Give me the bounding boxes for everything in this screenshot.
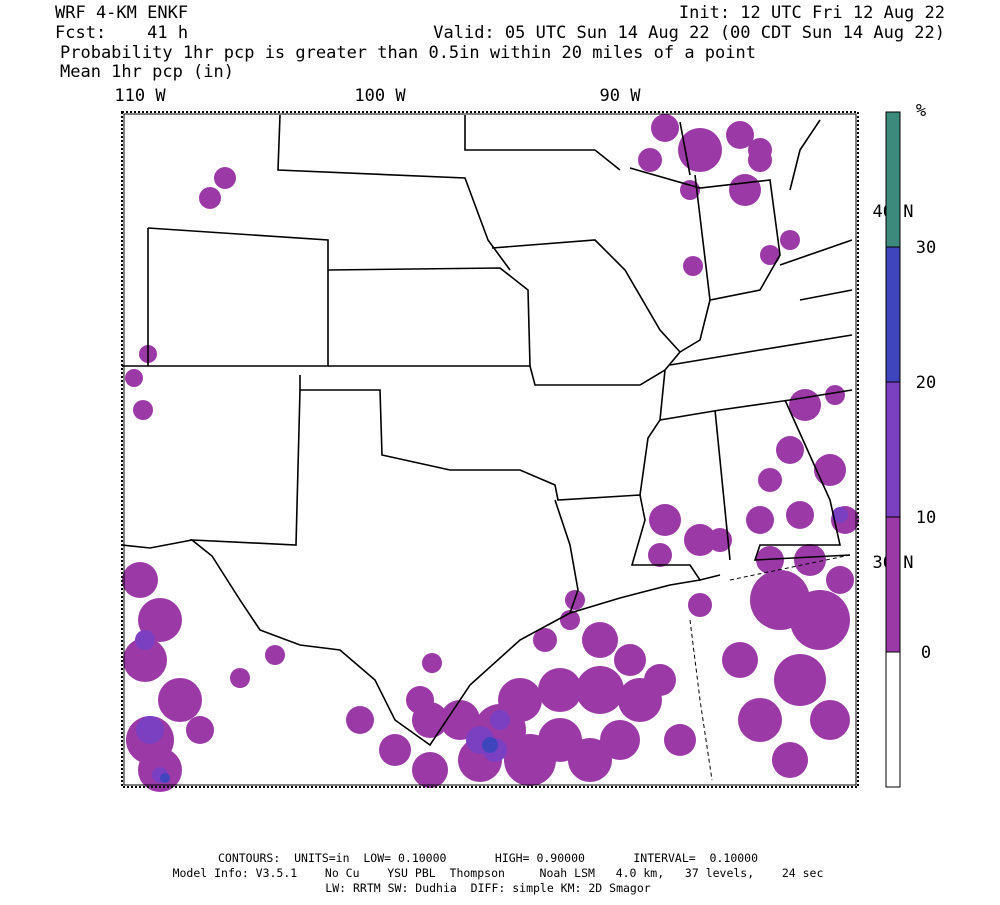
precip-area: [760, 245, 780, 265]
precip-area: [748, 148, 772, 172]
colorbar-tick-label: 30: [916, 238, 936, 258]
footer-contours: CONTOURS: UNITS=in LOW= 0.10000 HIGH= 0.…: [218, 851, 758, 865]
precip-area: [738, 698, 782, 742]
precip-area: [722, 642, 758, 678]
precip-area: [825, 385, 845, 405]
precip-area: [758, 468, 782, 492]
precip-area: [651, 114, 679, 142]
precip-area: [774, 654, 826, 706]
precip-area: [789, 389, 821, 421]
precip-area: [533, 628, 557, 652]
precip-area: [810, 700, 850, 740]
forecast-hour: Fcst: 41 h: [55, 23, 188, 43]
precip-area: [644, 664, 676, 696]
precip-area: [230, 668, 250, 688]
precip-area: [729, 174, 761, 206]
precip-area: [726, 121, 754, 149]
precip-area: [790, 590, 850, 650]
precip-area: [664, 724, 696, 756]
precip-area-high: [136, 716, 164, 744]
colorbar-bin: [885, 381, 901, 518]
precip-area: [814, 454, 846, 486]
colorbar-tick-label: 20: [916, 373, 936, 393]
colorbar-unit: %: [916, 101, 926, 121]
precip-area: [786, 501, 814, 529]
colorbar-bin: [885, 246, 901, 383]
colorbar-bin: [885, 111, 901, 248]
colorbar-tick-label: 0: [921, 643, 931, 663]
lon-label: 110 W: [114, 86, 166, 106]
init-time: Init: 12 UTC Fri 12 Aug 22: [679, 3, 945, 23]
precip-area: [582, 622, 618, 658]
precip-area: [826, 566, 854, 594]
precip-area: [186, 716, 214, 744]
lon-label: 100 W: [354, 86, 406, 106]
precip-area: [346, 706, 374, 734]
precip-area: [772, 742, 808, 778]
precip-area: [568, 738, 612, 782]
precip-area-max: [160, 773, 170, 783]
precip-area: [638, 148, 662, 172]
model-title: WRF 4-KM ENKF: [55, 3, 188, 23]
lon-label: 90 W: [600, 86, 642, 106]
precip-area: [684, 524, 716, 556]
footer-model-info: Model Info: V3.5.1 No Cu YSU PBL Thompso…: [173, 866, 824, 880]
precip-area: [125, 369, 143, 387]
precip-area: [158, 678, 202, 722]
precip-area-high: [832, 507, 848, 523]
precip-area: [214, 167, 236, 189]
precip-area: [406, 686, 434, 714]
colorbar-bin: [885, 651, 901, 788]
precip-area: [199, 187, 221, 209]
map-frame: [121, 111, 859, 788]
precip-area: [133, 400, 153, 420]
precip-area-high: [490, 710, 510, 730]
precip-area: [780, 230, 800, 250]
precip-area: [688, 593, 712, 617]
precip-area: [678, 128, 722, 172]
precip-area: [538, 668, 582, 712]
state-borders: [121, 114, 853, 781]
precip-area: [649, 504, 681, 536]
valid-time: Valid: 05 UTC Sun 14 Aug 22 (00 CDT Sun …: [433, 23, 945, 43]
precip-area: [422, 653, 442, 673]
precip-area: [576, 666, 624, 714]
precip-area: [600, 720, 640, 760]
precip-area: [680, 180, 700, 200]
precip-area: [379, 734, 411, 766]
map-border: [123, 113, 857, 786]
precip-area: [123, 638, 167, 682]
precip-area-high: [135, 630, 155, 650]
precip-area: [746, 506, 774, 534]
colorbar-bin: [885, 516, 901, 653]
precip-area: [614, 644, 646, 676]
colorbar-tick-label: 10: [916, 508, 936, 528]
precip-area: [440, 700, 480, 740]
precip-area: [776, 436, 804, 464]
field-subtitle: Mean 1hr pcp (in): [60, 62, 234, 82]
footer-physics: LW: RRTM SW: Dudhia DIFF: simple KM: 2D …: [325, 881, 650, 895]
precip-area: [683, 256, 703, 276]
precip-area: [122, 562, 158, 598]
precip-area: [265, 645, 285, 665]
precip-area: [648, 543, 672, 567]
precip-area: [708, 528, 732, 552]
precip-shading: [122, 114, 859, 792]
precip-area: [412, 752, 448, 788]
precip-area: [794, 544, 826, 576]
colorbar: 0 10 20 30: [885, 111, 936, 788]
field-title: Probability 1hr pcp is greater than 0.5i…: [60, 43, 756, 63]
precip-area-max: [482, 737, 498, 753]
